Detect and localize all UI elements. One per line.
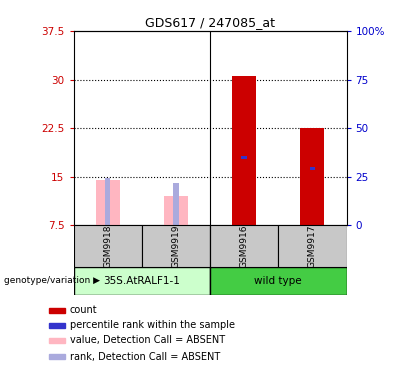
Text: GSM9918: GSM9918 bbox=[103, 224, 112, 268]
Bar bbox=[49, 323, 65, 328]
Text: GSM9917: GSM9917 bbox=[308, 224, 317, 268]
Text: GSM9919: GSM9919 bbox=[171, 224, 180, 268]
Bar bbox=[278, 225, 346, 267]
Text: wild type: wild type bbox=[255, 276, 302, 286]
Bar bbox=[210, 225, 278, 267]
Text: GSM9916: GSM9916 bbox=[240, 224, 249, 268]
Text: value, Detection Call = ABSENT: value, Detection Call = ABSENT bbox=[70, 335, 225, 345]
Title: GDS617 / 247085_at: GDS617 / 247085_at bbox=[145, 15, 275, 29]
Bar bbox=[105, 178, 110, 225]
Bar bbox=[49, 338, 65, 343]
Bar bbox=[241, 156, 247, 159]
Bar bbox=[210, 267, 346, 295]
Text: 35S.AtRALF1-1: 35S.AtRALF1-1 bbox=[103, 276, 180, 286]
Bar bbox=[49, 308, 65, 313]
Text: genotype/variation ▶: genotype/variation ▶ bbox=[4, 276, 100, 285]
Text: percentile rank within the sample: percentile rank within the sample bbox=[70, 320, 235, 330]
Text: count: count bbox=[70, 306, 97, 315]
Bar bbox=[74, 225, 142, 267]
Bar bbox=[300, 128, 324, 225]
Text: rank, Detection Call = ABSENT: rank, Detection Call = ABSENT bbox=[70, 351, 220, 362]
Bar bbox=[173, 183, 178, 225]
Bar bbox=[310, 167, 315, 171]
Bar bbox=[142, 225, 210, 267]
Bar bbox=[49, 354, 65, 359]
Bar bbox=[232, 76, 256, 225]
Bar bbox=[164, 196, 188, 225]
Bar bbox=[74, 267, 210, 295]
Bar bbox=[96, 180, 120, 225]
